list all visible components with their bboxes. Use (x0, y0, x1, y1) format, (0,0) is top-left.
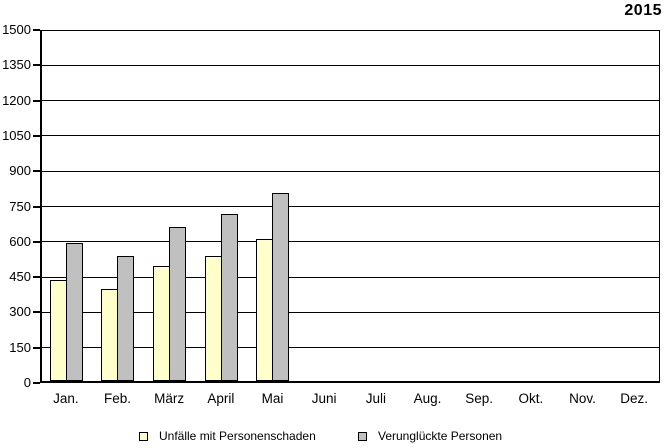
y-axis-tick-450 (33, 276, 40, 279)
y-axis-label-1500: 1500 (2, 22, 31, 37)
x-axis-label-6: Juni (311, 391, 337, 406)
y-axis-label-1350: 1350 (2, 57, 31, 73)
y-axis-tick-1350 (33, 64, 40, 67)
bar-series1-month2 (101, 289, 118, 381)
x-axis-label-10: Okt. (518, 391, 544, 406)
legend-swatch-verunglueckte (358, 431, 367, 441)
y-axis-tick-1200 (33, 99, 40, 102)
y-axis-tick-150 (33, 346, 40, 349)
gridline-300 (41, 311, 659, 313)
y-axis-tick-1050 (33, 134, 40, 137)
x-axis-label-1: Jan. (53, 391, 79, 406)
y-axis-tick-300 (33, 311, 40, 314)
x-axis-label-7: Juli (365, 391, 386, 406)
bar-series2-month3 (169, 227, 186, 381)
bar-series1-month4 (205, 256, 222, 381)
legend-item-verunglueckte: Verunglückte Personen (358, 429, 502, 443)
gridline-1200 (41, 100, 659, 102)
gridline-1050 (41, 135, 659, 137)
x-axis-label-2: Feb. (103, 391, 131, 406)
y-axis-tick-600 (33, 240, 40, 243)
x-axis-label-3: März (154, 391, 185, 406)
bar-series2-month2 (117, 256, 134, 381)
bar-series2-month5 (272, 193, 289, 381)
x-axis-label-8: Aug. (413, 391, 442, 406)
y-axis-tick-0 (33, 382, 40, 384)
y-axis-label-300: 300 (9, 304, 31, 320)
y-axis-label-750: 750 (9, 198, 31, 214)
gridline-1350 (41, 64, 659, 66)
y-axis-label-450: 450 (9, 269, 31, 285)
y-axis-tick-900 (33, 170, 40, 173)
gridline-450 (41, 276, 659, 278)
x-axis-label-12: Dez. (620, 391, 649, 406)
y-axis-label-0: 0 (23, 375, 31, 390)
x-axis-label-4: April (207, 391, 235, 406)
gridline-900 (41, 170, 659, 172)
y-axis-tick-750 (33, 205, 40, 208)
bar-series2-month4 (221, 214, 238, 381)
bar-series1-month1 (50, 280, 67, 381)
x-axis-label-5: Mai (261, 391, 284, 406)
legend-label-unfaelle: Unfälle mit Personenschaden (159, 429, 316, 443)
x-axis-label-9: Sep. (465, 391, 494, 406)
gridline-600 (41, 241, 659, 243)
y-axis-label-600: 600 (9, 233, 31, 249)
y-axis-label-900: 900 (9, 163, 31, 179)
y-axis-tick-1500 (33, 29, 40, 31)
chart-year-label: 2015 (624, 2, 662, 19)
bar-series1-month5 (256, 239, 273, 381)
gridline-750 (41, 206, 659, 207)
x-axis-label-11: Nov. (569, 391, 596, 406)
y-axis-label-150: 150 (9, 339, 31, 355)
bar-series2-month1 (66, 243, 83, 381)
legend-swatch-unfaelle (139, 431, 148, 441)
legend-label-verunglueckte: Verunglückte Personen (378, 429, 503, 443)
y-axis-label-1050: 1050 (2, 127, 31, 143)
legend-item-unfaelle: Unfälle mit Personenschaden (139, 429, 316, 443)
bar-series1-month3 (153, 266, 170, 381)
y-axis-label-1200: 1200 (2, 92, 31, 108)
gridline-150 (41, 347, 659, 349)
